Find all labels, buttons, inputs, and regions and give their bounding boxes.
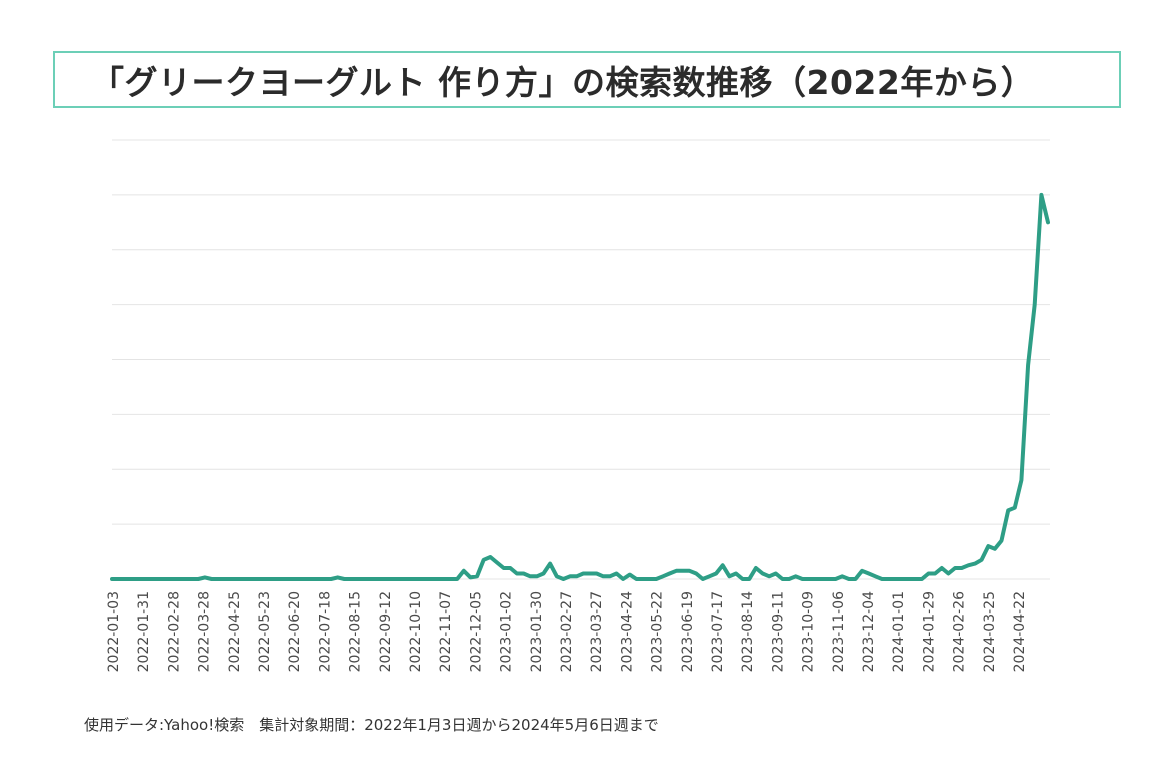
- x-tick-label: 2022-07-18: [317, 591, 333, 672]
- x-tick-label: 2023-06-19: [680, 591, 696, 672]
- x-tick-label: 2023-01-02: [499, 591, 515, 672]
- x-tick-label: 2023-04-24: [619, 591, 635, 672]
- x-tick-label: 2022-08-15: [348, 591, 364, 672]
- grid-lines: [112, 139, 1050, 580]
- x-tick-label: 2022-09-12: [378, 591, 394, 672]
- x-tick-label: 2024-03-25: [982, 591, 998, 672]
- x-tick-label: 2023-05-22: [650, 591, 666, 672]
- x-tick-label: 2022-01-31: [136, 591, 152, 672]
- x-tick-label: 2023-12-04: [861, 591, 877, 672]
- x-tick-label: 2022-10-10: [408, 591, 424, 672]
- x-axis-tick-labels: 2022-01-03 2022-01-31 2022-02-28 2022-03-28…: [106, 591, 1028, 672]
- x-tick-label: 2022-01-03: [106, 591, 122, 672]
- x-tick-label: 2023-01-30: [529, 591, 545, 672]
- x-tick-label: 2024-01-29: [921, 591, 937, 672]
- chart-title: 「グリークヨーグルト 作り方」の検索数推移（2022年から）: [91, 62, 1035, 102]
- x-tick-label: 2023-11-06: [831, 591, 847, 672]
- x-tick-label: 2023-02-27: [559, 591, 575, 672]
- x-tick-label: 2022-05-23: [257, 591, 273, 672]
- series-layer: [110, 192, 1050, 581]
- x-tick-label: 2023-09-11: [770, 591, 786, 672]
- x-tick-label: 2023-07-17: [710, 591, 726, 672]
- x-tick-label: 2022-03-28: [197, 591, 213, 672]
- x-tick-label: 2024-04-22: [1012, 591, 1028, 672]
- x-tick-label: 2022-11-07: [438, 591, 454, 672]
- x-tick-label: 2022-12-05: [468, 591, 484, 672]
- x-tick-label: 2022-06-20: [287, 591, 303, 672]
- x-tick-label: 2022-04-25: [227, 591, 243, 672]
- x-tick-label: 2023-10-09: [801, 591, 817, 672]
- data-source-note: 使用データ:Yahoo!検索 集計対象期間：2022年1月3日週から2024年5…: [84, 716, 659, 734]
- chart-title-box: 「グリークヨーグルト 作り方」の検索数推移（2022年から）: [53, 51, 1121, 108]
- x-tick-label: 2023-03-27: [589, 591, 605, 672]
- series-line: [110, 192, 1050, 581]
- x-tick-label: 2023-08-14: [740, 591, 756, 672]
- x-tick-label: 2022-02-28: [166, 591, 182, 672]
- x-tick-label: 2024-02-26: [952, 591, 968, 672]
- x-tick-label: 2024-01-01: [891, 591, 907, 672]
